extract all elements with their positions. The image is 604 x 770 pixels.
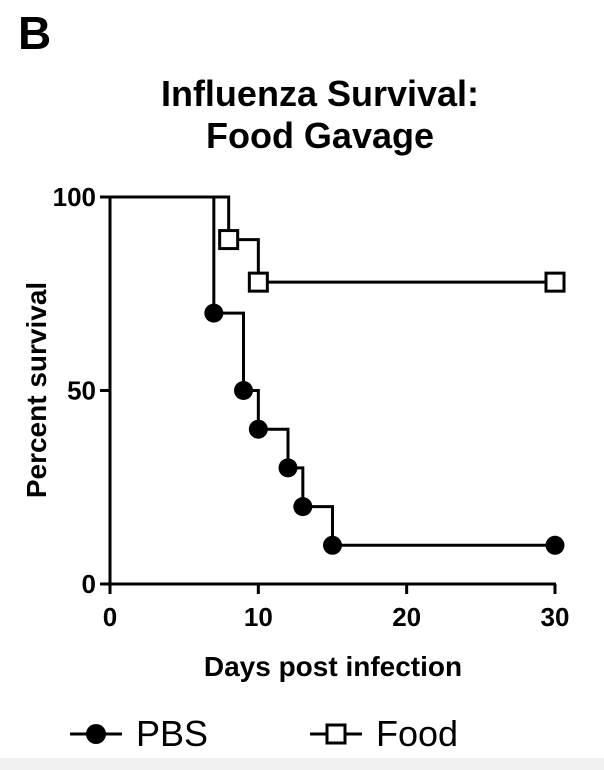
legend-item-food: Food: [308, 712, 458, 756]
legend-marker-pbs: [70, 724, 122, 744]
y-tick-label: 100: [53, 182, 96, 212]
data-point-food: [218, 229, 240, 251]
x-tick-label: 0: [103, 602, 117, 632]
y-tick-label: 0: [82, 569, 96, 599]
legend-label-food: Food: [376, 713, 459, 754]
data-point-pbs: [234, 381, 253, 400]
data-point-pbs: [204, 303, 224, 323]
data-point-pbs: [278, 458, 298, 478]
chart-title-line-2: Food Gavage: [205, 115, 435, 156]
series-line-food: [110, 195, 555, 284]
legend-marker-food: [310, 723, 362, 745]
x-tick-label: 10: [244, 602, 273, 632]
x-axis-label: Days post infection: [204, 651, 462, 682]
data-point-pbs: [293, 497, 313, 517]
data-point-pbs: [545, 535, 565, 555]
legend-item-pbs: PBS: [68, 712, 208, 756]
panel-label: B: [18, 7, 52, 59]
data-point-pbs: [248, 419, 268, 439]
series-line-pbs: [110, 195, 555, 547]
data-point-pbs: [323, 535, 342, 555]
x-tick-label: 30: [541, 602, 570, 632]
data-point-food: [247, 271, 269, 293]
data-point-food: [544, 271, 566, 293]
y-tick-label: 50: [67, 376, 96, 406]
legend-label-pbs: PBS: [136, 713, 209, 754]
y-axis-label: Percent survival: [21, 282, 52, 498]
x-tick-label: 20: [392, 602, 421, 632]
chart-title-line-1: Influenza Survival:: [160, 73, 480, 114]
footer-band: [0, 758, 604, 770]
